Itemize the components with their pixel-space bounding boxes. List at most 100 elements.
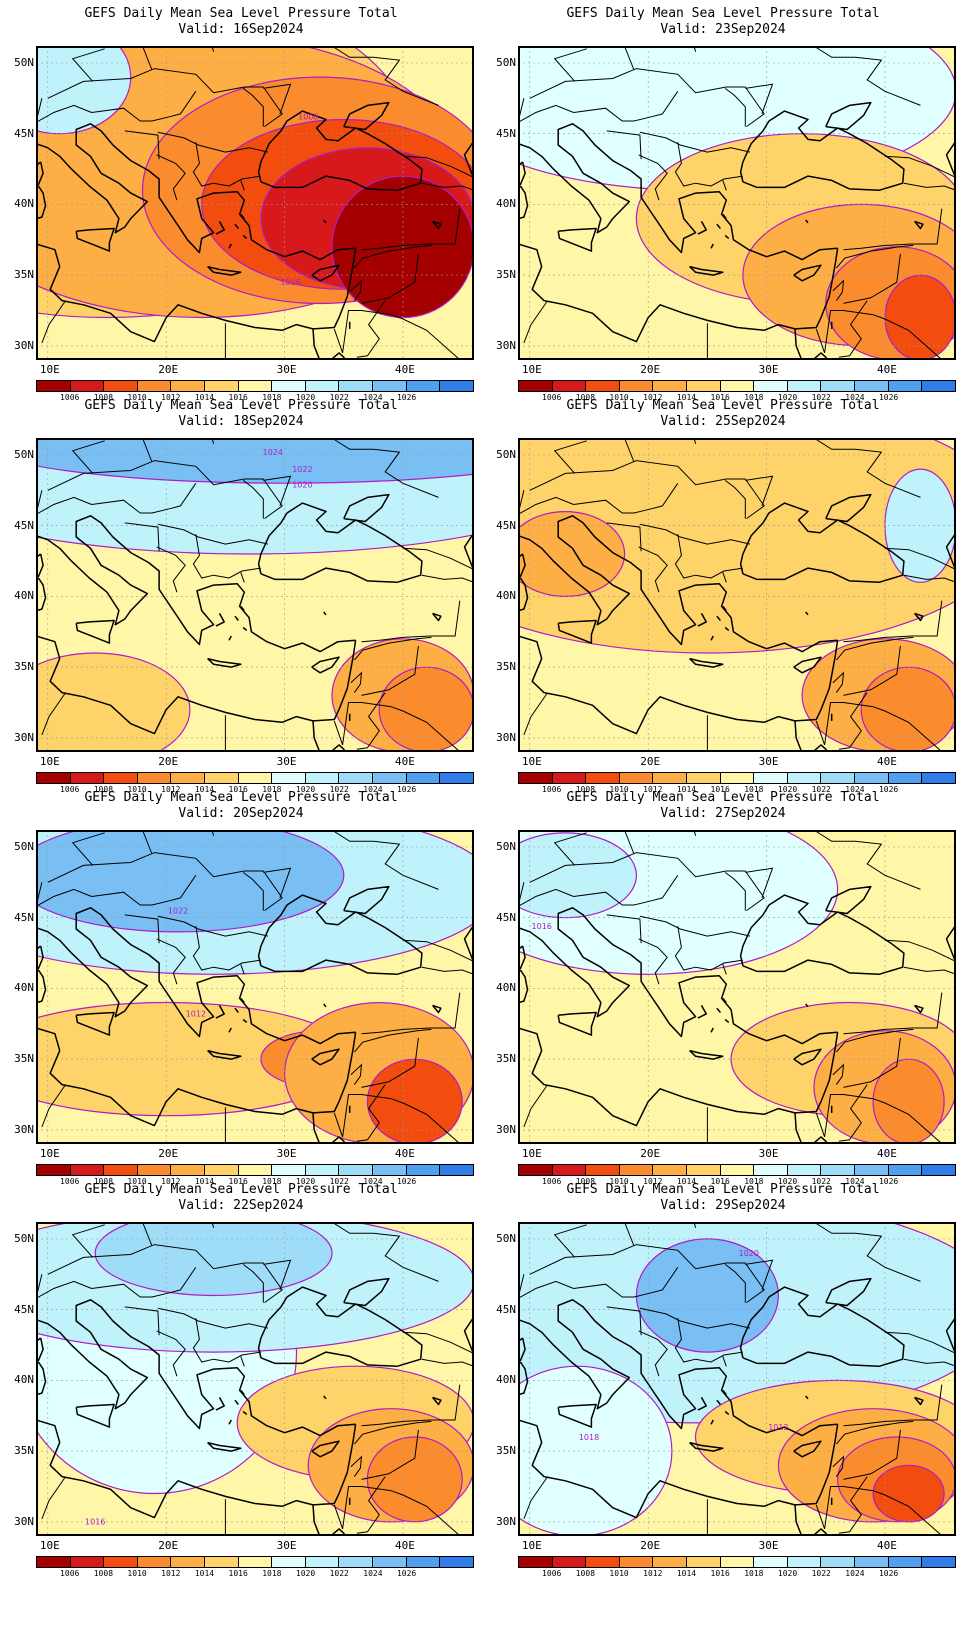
coastline	[215, 1005, 225, 1019]
color-bar-level-label: 1012	[643, 1177, 663, 1186]
coastline	[805, 1395, 809, 1400]
panel-title: GEFS Daily Mean Sea Level Pressure Total	[566, 6, 880, 21]
country-border	[192, 926, 261, 971]
latitude-label: 50N	[496, 1231, 516, 1245]
color-bar-level-label: 1010	[609, 785, 629, 794]
coastline	[432, 1004, 442, 1014]
latitude-label: 50N	[14, 447, 34, 461]
coastline	[716, 1399, 721, 1405]
color-bar-level-label: 1026	[396, 1177, 417, 1186]
country-border	[242, 1264, 264, 1303]
color-bar	[36, 380, 474, 392]
coastline	[36, 553, 44, 578]
coastline	[242, 234, 248, 239]
color-bar-swatch	[586, 1165, 620, 1175]
contour-label: 1018	[579, 1433, 599, 1442]
color-bar-swatch	[406, 1557, 441, 1567]
coastline	[242, 1410, 248, 1415]
coastline	[257, 894, 423, 976]
color-bar-swatch	[406, 381, 441, 391]
color-bar-swatch	[137, 381, 172, 391]
country-border	[361, 1037, 419, 1088]
color-bar-swatch	[821, 773, 856, 783]
coastline	[697, 613, 707, 627]
country-border	[745, 475, 774, 507]
country-border	[624, 46, 635, 71]
country-border	[903, 574, 956, 583]
coastline	[739, 110, 905, 192]
color-bar-swatch	[272, 1165, 306, 1175]
latitude-label: 40N	[14, 589, 34, 603]
map-panel: GEFS Daily Mean Sea Level Pressure Total…	[0, 392, 482, 802]
country-border	[843, 253, 901, 304]
map-panel: GEFS Daily Mean Sea Level Pressure Total…	[482, 784, 964, 1194]
latitude-label: 30N	[14, 730, 34, 744]
color-bar-swatch	[922, 381, 955, 391]
longitude-label: 10E	[521, 1147, 542, 1160]
coastline	[722, 1389, 727, 1396]
country-border	[242, 872, 264, 911]
map-canvas: 1016	[36, 1222, 474, 1536]
country-border	[693, 46, 697, 52]
country-border	[142, 830, 153, 855]
color-bar-swatch	[305, 1557, 340, 1567]
color-bar-level-label: 1006	[60, 393, 80, 402]
color-bar-level-label: 1016	[228, 785, 248, 794]
coastline	[36, 969, 47, 1004]
color-bar-swatch	[171, 381, 206, 391]
country-border	[693, 438, 697, 444]
color-bar-swatch	[137, 1165, 172, 1175]
coastline	[343, 885, 390, 915]
color-bar-swatch	[619, 1165, 654, 1175]
color-bar-level-label: 1016	[228, 1569, 248, 1578]
coastline	[914, 1004, 924, 1014]
latitude-label: 30N	[496, 1122, 516, 1136]
coastline	[228, 1419, 232, 1425]
coastline	[518, 1027, 839, 1127]
color-bar-swatch	[653, 1165, 688, 1175]
color-bar-level-label: 1018	[262, 1177, 282, 1186]
color-bar-swatch	[339, 773, 374, 783]
color-bar-level-label: 1008	[575, 785, 596, 794]
longitude-label: 10E	[521, 1539, 542, 1552]
coastline	[257, 1286, 423, 1368]
contour-label: 1016	[85, 1518, 105, 1527]
longitude-label: 30E	[758, 363, 779, 376]
country-border	[815, 1112, 826, 1138]
longitude-label: 20E	[640, 363, 661, 376]
pressure-map: 1020 1018 1012	[518, 1222, 956, 1536]
color-bar-swatch	[104, 1557, 138, 1567]
color-bar-swatch	[653, 773, 688, 783]
country-border	[674, 926, 743, 971]
color-bar-swatch	[171, 1165, 206, 1175]
coastline	[215, 221, 225, 235]
color-bar-level-label: 1018	[744, 1569, 764, 1578]
pressure-map: 1022 1012	[36, 830, 474, 1144]
country-border	[71, 48, 105, 82]
color-bar-swatch	[855, 773, 889, 783]
color-bar-level-label: 1024	[363, 785, 383, 794]
coastline	[75, 1011, 115, 1036]
color-bar-swatch	[888, 381, 923, 391]
color-bar-swatch	[821, 381, 856, 391]
color-bar-level-label: 1024	[845, 785, 865, 794]
coastline	[257, 502, 423, 584]
color-bar-swatch	[339, 1165, 374, 1175]
longitude-label: 10E	[39, 1539, 60, 1552]
country-border	[91, 91, 197, 122]
country-border	[263, 867, 292, 899]
pressure-region	[518, 832, 637, 919]
latitude-label: 50N	[14, 839, 34, 853]
country-border	[263, 1259, 292, 1291]
coastline	[793, 264, 822, 282]
contour-label: 1022	[292, 465, 312, 474]
country-border	[41, 1084, 67, 1128]
country-border	[356, 1084, 386, 1142]
color-bar-swatch	[519, 1557, 553, 1567]
latitude-label: 30N	[14, 1122, 34, 1136]
panel-valid-date: Valid: 25Sep2024	[660, 414, 786, 429]
latitude-label: 40N	[14, 981, 34, 995]
country-border	[124, 130, 160, 160]
color-bar-swatch	[720, 773, 755, 783]
color-bar-level-label: 1020	[295, 785, 316, 794]
